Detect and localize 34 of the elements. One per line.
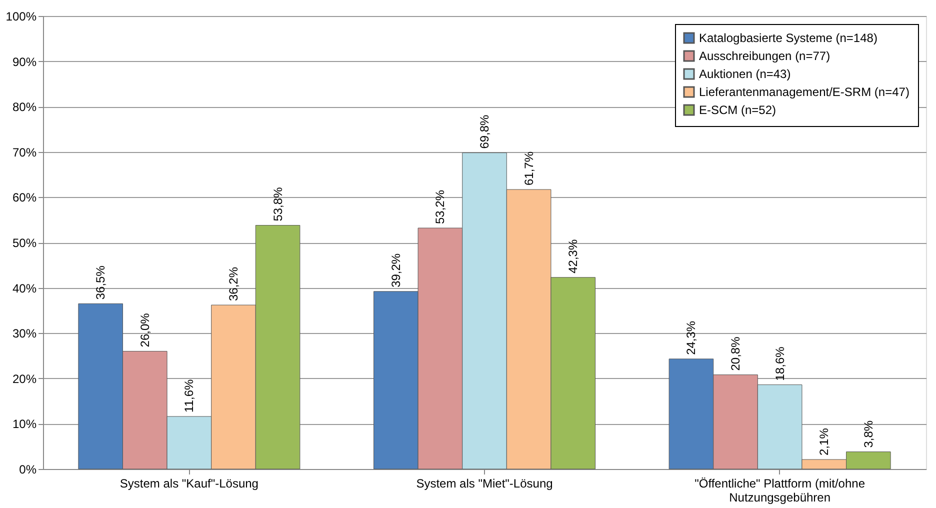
data-label: 11,6% (182, 378, 196, 412)
x-tick-label: "Öffentliche" Plattform (mit/ohne Nutzungsgebühren (694, 476, 866, 504)
data-label: 42,3% (566, 239, 580, 274)
data-label: 39,2% (388, 253, 403, 288)
x-tick-label: System als "Kauf"-Lösung (120, 476, 258, 490)
y-tick-label: 80% (12, 100, 37, 114)
legend-label: Ausschreibungen (n=77) (699, 49, 830, 63)
data-label: 26,0% (138, 312, 152, 348)
y-tick-label: 40% (12, 281, 37, 296)
data-label: 36,2% (226, 266, 240, 302)
data-label: 24,3% (684, 320, 698, 355)
data-label: 53,2% (433, 190, 448, 224)
legend-label: E-SCM (n=52) (699, 103, 776, 117)
legend-label: Lieferantenmanagement/E-SRM (n=47) (699, 85, 910, 99)
data-label: 69,8% (478, 114, 492, 149)
x-tick-label: System als "Miet"-Lösung (416, 476, 553, 490)
data-label: 20,8% (728, 336, 743, 371)
data-label: 36,5% (94, 265, 108, 300)
y-tick-label: 30% (12, 326, 37, 341)
data-label: 3,8% (861, 420, 876, 448)
y-tick-label: 60% (12, 190, 37, 205)
legend-label: Auktionen (n=43) (699, 67, 791, 81)
legend-label: Katalogbasierte Systeme (n=148) (699, 31, 878, 45)
data-label: 53,8% (270, 186, 285, 222)
y-tick-label: 10% (12, 417, 37, 432)
y-tick-label: 100% (6, 10, 37, 24)
y-tick-label: 20% (12, 372, 37, 386)
y-tick-label: 50% (12, 236, 37, 250)
y-tick-label: 70% (12, 145, 37, 160)
y-tick-label: 0% (19, 462, 37, 476)
data-label: 61,7% (522, 151, 536, 186)
data-label: 18,6% (772, 346, 787, 381)
data-label: 2,1% (817, 428, 832, 456)
y-tick-label: 90% (12, 54, 37, 69)
